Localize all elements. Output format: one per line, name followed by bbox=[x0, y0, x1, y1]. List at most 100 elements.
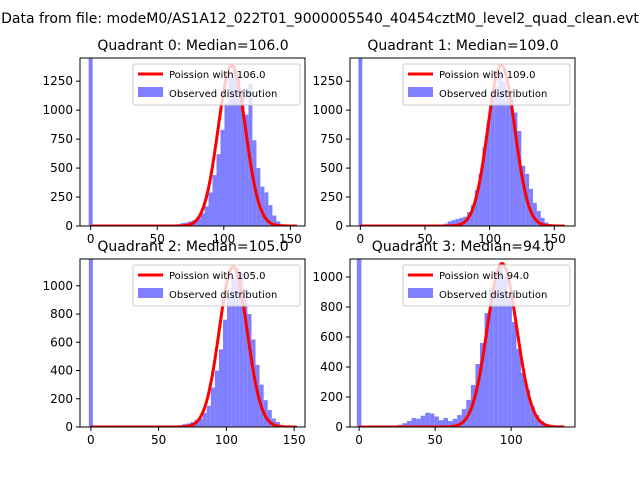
histogram-bar bbox=[498, 266, 503, 427]
x-tick-label: 100 bbox=[212, 232, 235, 246]
histogram-bar bbox=[482, 147, 487, 226]
histogram-bar bbox=[235, 267, 240, 427]
histogram-bar bbox=[218, 349, 223, 427]
y-tick-label: 500 bbox=[320, 161, 343, 175]
quadrant-1-title: Quadrant 1: Median=109.0 bbox=[367, 38, 558, 54]
axes-frame bbox=[79, 258, 306, 428]
legend-box bbox=[402, 63, 571, 106]
legend-bar-swatch bbox=[408, 87, 433, 97]
histogram-bar bbox=[236, 75, 241, 226]
x-tick-label: 0 bbox=[357, 232, 365, 246]
quadrant-1-panel: Quadrant 1: Median=109.0 0 50 100 150 0 250 50… bbox=[312, 38, 576, 246]
legend-label-observed: Observed distribution bbox=[439, 290, 547, 301]
x-tick-label: 0 bbox=[87, 433, 95, 447]
histogram-bar bbox=[251, 339, 256, 427]
histogram-bar bbox=[212, 175, 217, 226]
y-tick-label: 1250 bbox=[312, 74, 343, 88]
histogram-bar bbox=[228, 77, 233, 226]
histogram-bar bbox=[530, 406, 535, 427]
legend-bar-swatch bbox=[138, 87, 163, 97]
histogram-bar bbox=[494, 86, 499, 226]
quadrant-3-title: Quadrant 3: Median=94.0 bbox=[372, 239, 554, 255]
histogram-bar bbox=[416, 418, 421, 427]
x-tick-label: 100 bbox=[215, 433, 238, 447]
axes-frame bbox=[79, 57, 306, 227]
axes-frame bbox=[349, 57, 576, 227]
histogram-bar bbox=[443, 418, 449, 427]
legend-box bbox=[132, 63, 301, 106]
histogram-bar bbox=[525, 389, 531, 427]
histogram-bar bbox=[268, 205, 273, 226]
y-tick-label: 1000 bbox=[42, 103, 73, 117]
legend-label-fit: Poission with 106.0 bbox=[169, 70, 265, 81]
histogram-bar bbox=[247, 314, 252, 427]
y-tick-label: 750 bbox=[50, 132, 73, 146]
histogram-bar bbox=[486, 124, 491, 226]
quadrant-2-title: Quadrant 2: Median=105.0 bbox=[97, 239, 288, 255]
histogram-bar bbox=[475, 364, 480, 427]
histogram-bar bbox=[276, 221, 281, 226]
histogram-bar bbox=[470, 205, 475, 226]
y-tick-label: 200 bbox=[50, 392, 73, 406]
histogram-bar bbox=[239, 273, 244, 427]
histogram-bar bbox=[227, 297, 232, 427]
zero-bin-bar bbox=[88, 58, 93, 226]
y-tick-label: 1000 bbox=[42, 279, 73, 293]
histogram-bar bbox=[447, 221, 452, 226]
histogram-bar bbox=[275, 422, 280, 427]
histogram-bar bbox=[498, 73, 502, 226]
histogram-bar bbox=[208, 192, 213, 226]
plot-area bbox=[88, 259, 298, 427]
histogram-bar bbox=[517, 130, 522, 226]
histogram-bar bbox=[478, 173, 483, 226]
histogram-bar bbox=[434, 416, 439, 427]
histogram-bar bbox=[455, 219, 460, 226]
quadrant-0-title: Quadrant 0: Median=106.0 bbox=[97, 38, 288, 54]
histogram-bar bbox=[493, 271, 499, 427]
histogram-bar bbox=[534, 415, 540, 427]
y-tick-label: 1250 bbox=[42, 74, 73, 88]
histogram-bar bbox=[264, 192, 269, 226]
histogram-bar bbox=[202, 412, 207, 427]
histogram-bar bbox=[243, 288, 248, 427]
histogram-bar bbox=[490, 98, 495, 226]
histogram-bar bbox=[411, 418, 417, 427]
legend-label-observed: Observed distribution bbox=[439, 89, 547, 100]
quadrant-0-panel: Quadrant 0: Median=106.0 0 50 100 150 0 250 50… bbox=[42, 38, 306, 246]
histogram-bar bbox=[516, 349, 522, 427]
x-tick-label: 50 bbox=[427, 433, 442, 447]
x-tick-label: 100 bbox=[500, 433, 523, 447]
poisson-fit-line bbox=[90, 265, 298, 427]
histogram-bar bbox=[457, 415, 462, 427]
histogram-bar bbox=[222, 319, 228, 427]
histogram-bar bbox=[407, 421, 412, 427]
histogram-bar bbox=[231, 277, 236, 427]
y-tick-label: 1000 bbox=[312, 103, 343, 117]
histogram-bar bbox=[402, 423, 408, 427]
histogram-bar bbox=[484, 313, 490, 427]
plot-area bbox=[88, 58, 298, 226]
x-tick-label: 50 bbox=[151, 433, 166, 447]
poisson-fit-line bbox=[89, 64, 298, 226]
histogram-bar bbox=[260, 186, 265, 226]
y-tick-label: 400 bbox=[50, 364, 73, 378]
axes-frame bbox=[349, 258, 576, 428]
y-tick-label: 0 bbox=[65, 420, 73, 434]
histogram-bar bbox=[220, 129, 225, 226]
y-tick-label: 400 bbox=[320, 360, 343, 374]
y-tick-label: 0 bbox=[335, 420, 343, 434]
plot-area bbox=[358, 58, 566, 226]
legend-bar-swatch bbox=[138, 288, 163, 298]
y-tick-label: 600 bbox=[50, 335, 73, 349]
histogram-bar bbox=[420, 415, 426, 427]
histogram-bar bbox=[271, 418, 276, 427]
histogram-bar bbox=[244, 114, 249, 226]
histogram-bar bbox=[240, 89, 245, 226]
histogram-bar bbox=[532, 202, 537, 226]
histogram-bar bbox=[232, 69, 237, 226]
histogram-bar bbox=[214, 370, 219, 427]
histogram-bar bbox=[425, 412, 430, 427]
legend-box bbox=[402, 264, 571, 307]
zero-bin-bar bbox=[88, 259, 93, 427]
histogram-bar bbox=[451, 220, 456, 226]
